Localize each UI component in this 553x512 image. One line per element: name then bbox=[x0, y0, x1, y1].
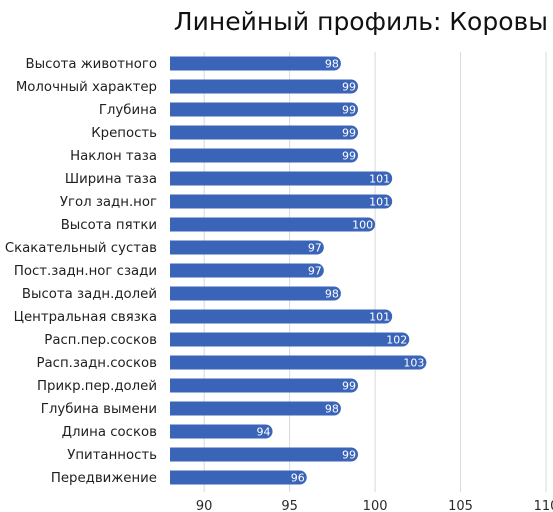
bar-base bbox=[170, 332, 180, 347]
bars bbox=[170, 56, 427, 485]
x-tick-label: 95 bbox=[281, 499, 298, 512]
category-label: Центральная связка bbox=[14, 310, 157, 325]
grid-lines bbox=[203, 52, 547, 492]
bar bbox=[170, 125, 358, 140]
bar bbox=[170, 286, 341, 301]
bar bbox=[170, 240, 324, 255]
category-label: Расп.задн.сосков bbox=[37, 356, 158, 371]
category-label: Пост.задн.ног сзади bbox=[14, 264, 157, 279]
category-label: Высота задн.долей bbox=[22, 287, 157, 302]
bar-base bbox=[170, 194, 180, 209]
data-label: 97 bbox=[308, 265, 322, 278]
bar bbox=[170, 401, 341, 416]
bar-base bbox=[170, 56, 180, 71]
data-label: 103 bbox=[403, 357, 424, 370]
bar-base bbox=[170, 309, 180, 324]
category-label: Прикр.пер.долей bbox=[37, 379, 157, 394]
bar bbox=[170, 424, 273, 439]
data-label: 99 bbox=[342, 380, 356, 393]
data-label: 99 bbox=[342, 81, 356, 94]
bar bbox=[170, 378, 358, 393]
x-tick-label: 100 bbox=[363, 499, 388, 512]
bar-base bbox=[170, 263, 180, 278]
category-label: Расп.пер.сосков bbox=[44, 333, 157, 348]
data-label: 94 bbox=[257, 426, 271, 439]
bar bbox=[170, 263, 324, 278]
chart-title: Линейный профиль: Коровы bbox=[174, 7, 548, 36]
category-label: Упитанность bbox=[67, 448, 157, 463]
data-label: 98 bbox=[325, 58, 339, 71]
x-tick-label: 90 bbox=[196, 499, 213, 512]
data-label: 99 bbox=[342, 104, 356, 117]
bar bbox=[170, 447, 358, 462]
category-labels: Высота животного Молочный характер Глубина… bbox=[5, 57, 157, 486]
bar-base bbox=[170, 240, 180, 255]
bar-base bbox=[170, 447, 180, 462]
x-tick-label: 105 bbox=[448, 499, 473, 512]
x-tick-label: 110 bbox=[534, 499, 553, 512]
bar bbox=[170, 56, 341, 71]
bar bbox=[170, 171, 393, 186]
bar bbox=[170, 217, 376, 232]
bar bbox=[170, 79, 358, 94]
category-label: Передвижение bbox=[51, 471, 157, 486]
bar bbox=[170, 355, 427, 370]
data-label: 99 bbox=[342, 127, 356, 140]
category-label: Высота пятки bbox=[61, 218, 157, 233]
bar-base bbox=[170, 286, 180, 301]
bar-base bbox=[170, 102, 180, 117]
data-label: 99 bbox=[342, 150, 356, 163]
bar-base bbox=[170, 355, 180, 370]
category-label: Молочный характер bbox=[16, 80, 157, 95]
bar-base bbox=[170, 470, 180, 485]
bar-base bbox=[170, 148, 180, 163]
bar-base bbox=[170, 171, 180, 186]
bar bbox=[170, 194, 393, 209]
bar bbox=[170, 332, 410, 347]
bar-base bbox=[170, 378, 180, 393]
category-label: Наклон таза bbox=[70, 149, 157, 164]
value-labels: 9899999999101101100979798101102103999894… bbox=[257, 58, 425, 485]
bar-base bbox=[170, 125, 180, 140]
bar bbox=[170, 470, 307, 485]
data-label: 97 bbox=[308, 242, 322, 255]
x-axis-ticks: 90 95 100 105 110 bbox=[196, 499, 553, 512]
data-label: 99 bbox=[342, 449, 356, 462]
data-label: 101 bbox=[369, 311, 390, 324]
category-label: Ширина таза bbox=[65, 172, 157, 187]
bar bbox=[170, 148, 358, 163]
category-label: Угол задн.ног bbox=[60, 195, 157, 210]
bar-base bbox=[170, 424, 180, 439]
category-label: Крепость bbox=[91, 126, 157, 141]
bar-base bbox=[170, 401, 180, 416]
category-label: Глубина bbox=[99, 102, 157, 118]
data-label: 100 bbox=[352, 219, 373, 232]
category-label: Длина сосков bbox=[62, 425, 158, 440]
bar bbox=[170, 309, 393, 324]
data-label: 102 bbox=[386, 334, 407, 347]
category-label: Скакательный сустав bbox=[5, 241, 157, 256]
bar-base bbox=[170, 79, 180, 94]
category-label: Высота животного bbox=[26, 57, 157, 72]
data-label: 101 bbox=[369, 173, 390, 186]
category-label: Глубина вымени bbox=[41, 401, 157, 417]
data-label: 96 bbox=[291, 472, 305, 485]
bar bbox=[170, 102, 358, 117]
bar-base bbox=[170, 217, 180, 232]
data-label: 98 bbox=[325, 288, 339, 301]
data-label: 101 bbox=[369, 196, 390, 209]
data-label: 98 bbox=[325, 403, 339, 416]
